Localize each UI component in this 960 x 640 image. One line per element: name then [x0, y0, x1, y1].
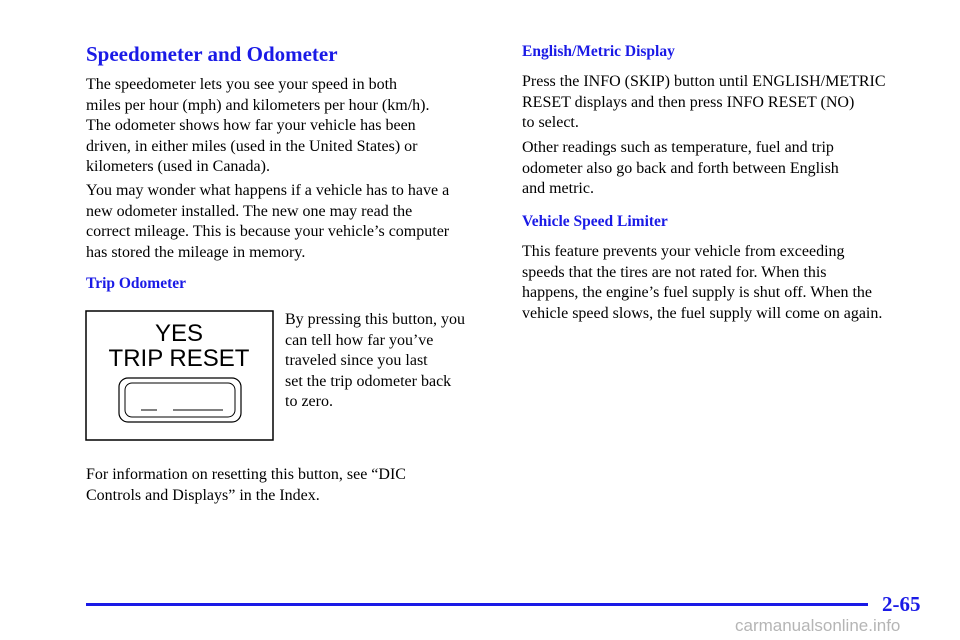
- text-line: set the trip odometer back: [285, 372, 452, 390]
- figure-text: TRIP RESET: [109, 345, 250, 372]
- text-line: speeds that the tires are not rated for.…: [522, 263, 827, 281]
- text-line: vehicle speed slows, the fuel supply wil…: [522, 304, 883, 322]
- text-line: traveled since you last: [285, 352, 428, 369]
- heading: English/Metric Display: [522, 43, 675, 60]
- paragraph: Other readings such as temperature, fuel…: [522, 138, 839, 200]
- text-line: By pressing this button, you: [285, 311, 466, 328]
- text-line: new odometer installed. The new one may …: [86, 202, 413, 220]
- paragraph: You may wonder what happens if a vehicle…: [86, 181, 449, 263]
- text-line: has stored the mileage in memory.: [86, 243, 306, 261]
- text-line: odometer also go back and forth between …: [522, 159, 839, 177]
- watermark: carmanualsonline.info: [735, 616, 901, 635]
- text-line: For information on resetting this button…: [86, 466, 406, 483]
- text-line: RESET displays and then press INFO RESET…: [522, 93, 855, 111]
- text-line: Other readings such as temperature, fuel…: [522, 139, 834, 156]
- paragraph: The speedometer lets you see your speed …: [86, 75, 429, 178]
- text-line: This feature prevents your vehicle from …: [522, 243, 845, 260]
- figure: YES TRIP RESET: [85, 310, 274, 441]
- text-line: driven, in either miles (used in the Uni…: [86, 137, 418, 155]
- figure-frame: [85, 310, 274, 441]
- heading: Trip Odometer: [86, 275, 187, 292]
- button-outline: [118, 377, 242, 423]
- title: Speedometer and Odometer: [86, 42, 338, 66]
- page-number: 2-65: [882, 592, 921, 616]
- text-line: miles per hour (mph) and kilometers per …: [86, 96, 430, 114]
- text-line: kilometers (used in Canada).: [86, 158, 270, 175]
- paragraph: For information on resetting this button…: [86, 465, 406, 506]
- heading: Vehicle Speed Limiter: [522, 213, 668, 230]
- figure-text: YES: [155, 320, 203, 347]
- text-line: and metric.: [522, 180, 594, 197]
- paragraph: This feature prevents your vehicle from …: [522, 242, 882, 324]
- text-line: can tell how far you’ve: [285, 331, 434, 349]
- footer-rule: [86, 603, 868, 606]
- text-line: You may wonder what happens if a vehicle…: [86, 182, 450, 199]
- paragraph: By pressing this button, you can tell how…: [285, 310, 465, 413]
- text-line: correct mileage. This is because your ve…: [86, 223, 450, 240]
- text-line: Press the INFO (SKIP) button until ENGLI…: [522, 73, 886, 90]
- text-line: happens, the engine’s fuel supply is shu…: [522, 284, 873, 301]
- paragraph: Press the INFO (SKIP) button until ENGLI…: [522, 72, 886, 134]
- text-line: Controls and Displays” in the Index.: [86, 486, 320, 504]
- text-line: to zero.: [285, 393, 333, 410]
- text-line: The odometer shows how far your vehicle …: [86, 117, 416, 134]
- button-inner: [124, 382, 236, 418]
- text-line: The speedometer lets you see your speed …: [86, 76, 398, 93]
- text-line: to select.: [522, 114, 579, 131]
